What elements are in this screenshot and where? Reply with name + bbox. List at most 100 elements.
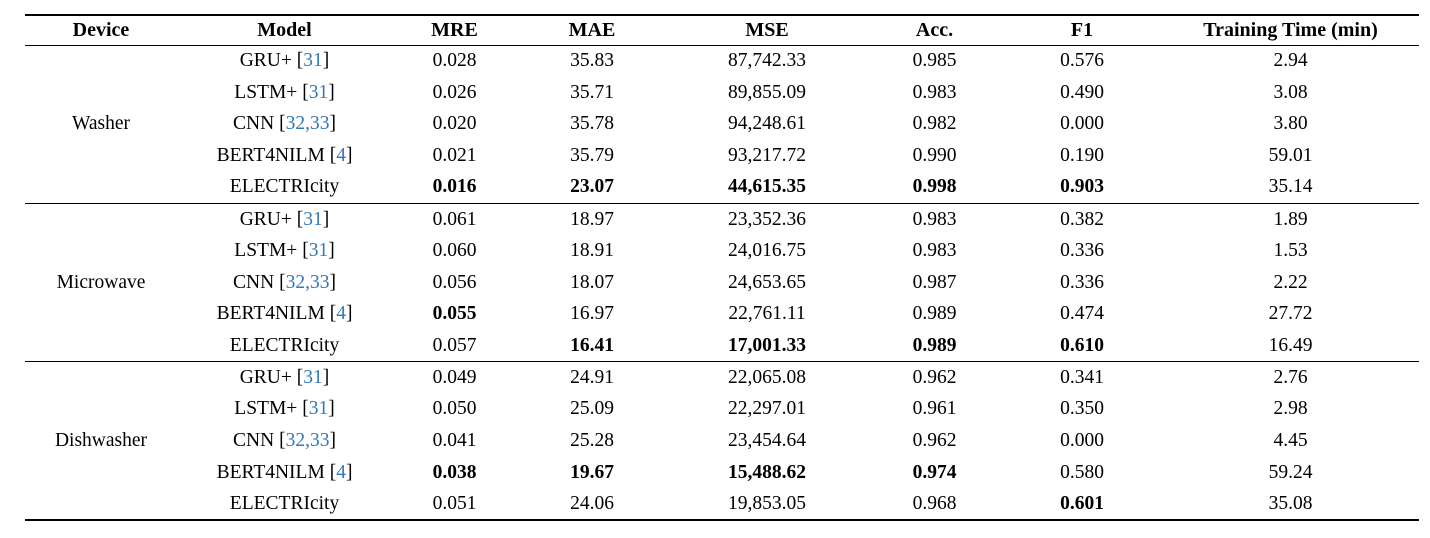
header-row: Device Model MRE MAE MSE Acc. F1 Trainin… (25, 15, 1419, 45)
metric-mre: 0.028 (432, 50, 477, 72)
model-name: CNN [32,33] (233, 113, 336, 135)
metric-mre: 0.020 (432, 113, 477, 135)
metric-mse: 24,653.65 (728, 271, 806, 293)
results-table: Device Model MRE MAE MSE Acc. F1 Trainin… (25, 14, 1419, 522)
metric-mse: 89,855.09 (728, 81, 806, 103)
results-table-container: Device Model MRE MAE MSE Acc. F1 Trainin… (25, 14, 1419, 522)
metric-f1: 0.350 (1060, 398, 1104, 420)
model-name: ELECTRIcity (229, 176, 340, 198)
citation-link[interactable]: 31 (303, 208, 323, 230)
device-section-dishwasher: Dishwasher GRU+ [31] 0.049 24.91 22,065.08 0.… (25, 361, 1419, 521)
metric-mre: 0.060 (432, 239, 477, 261)
metric-mre: 0.057 (432, 334, 477, 356)
column-header-training-time: Training Time (min) (1203, 18, 1378, 41)
metric-f1: 0.576 (1060, 50, 1104, 72)
citation-link[interactable]: 31 (308, 239, 329, 261)
device-label: Dishwasher (54, 429, 148, 451)
device-section-washer: Washer GRU+ [31] 0.028 35.83 87,742.33 0.985 0… (25, 45, 1419, 203)
metric-mre: 0.049 (432, 366, 477, 388)
metric-mse: 17,001.33 (728, 334, 806, 356)
citation-link[interactable]: 31 (303, 366, 323, 388)
metric-time: 16.49 (1268, 334, 1313, 356)
metric-mse: 19,853.05 (728, 492, 806, 514)
metric-mae: 25.28 (570, 430, 614, 452)
model-name: BERT4NILM [4] (216, 461, 353, 483)
metric-f1: 0.190 (1060, 144, 1104, 166)
metric-time: 3.80 (1273, 113, 1308, 135)
metric-mae: 18.97 (570, 208, 614, 230)
citation-link[interactable]: 4 (336, 144, 346, 166)
metric-acc: 0.962 (912, 366, 957, 388)
citation-link[interactable]: 31 (303, 50, 323, 72)
metric-acc: 0.983 (912, 208, 957, 230)
metric-mre: 0.055 (432, 303, 477, 325)
metric-acc: 0.983 (912, 81, 957, 103)
metric-mse: 44,615.35 (728, 176, 806, 198)
metric-mse: 23,352.36 (728, 208, 806, 230)
metric-f1: 0.336 (1060, 239, 1104, 261)
model-name: CNN [32,33] (233, 430, 336, 452)
metric-acc: 0.974 (912, 461, 957, 483)
metric-f1: 0.601 (1060, 492, 1104, 514)
column-header-mre: MRE (431, 18, 478, 41)
table-header: Device Model MRE MAE MSE Acc. F1 Trainin… (25, 15, 1419, 45)
table-row: ELECTRIcity 0.057 16.41 17,001.33 0.989 0.610… (25, 330, 1419, 362)
metric-mae: 35.83 (570, 50, 614, 72)
metric-mre: 0.061 (432, 208, 477, 230)
model-name: GRU+ [31] (239, 208, 330, 230)
metric-time: 1.89 (1273, 208, 1308, 230)
metric-acc: 0.998 (912, 176, 957, 198)
column-header-model: Model (257, 18, 312, 41)
metric-mae: 35.78 (570, 113, 614, 135)
table-row: CNN [32,33] 0.056 18.07 24,653.65 0.987 0.336… (25, 267, 1419, 299)
metric-mae: 23.07 (570, 176, 614, 198)
metric-mse: 22,065.08 (728, 366, 806, 388)
metric-mre: 0.050 (432, 398, 477, 420)
metric-mae: 35.79 (570, 144, 614, 166)
metric-mre: 0.051 (432, 492, 477, 514)
metric-mse: 24,016.75 (728, 239, 806, 261)
table-row: BERT4NILM [4] 0.055 16.97 22,761.11 0.989 0.4… (25, 299, 1419, 331)
model-name: LSTM+ [31] (234, 239, 335, 261)
citation-link[interactable]: 31 (308, 81, 329, 103)
table-row: BERT4NILM [4] 0.038 19.67 15,488.62 0.974 0.5… (25, 457, 1419, 489)
device-section-microwave: Microwave GRU+ [31] 0.061 18.97 23,352.36 0.9… (25, 203, 1419, 361)
model-name: LSTM+ [31] (234, 398, 335, 420)
metric-mae: 24.91 (570, 366, 614, 388)
metric-mse: 87,742.33 (728, 50, 806, 72)
metric-mse: 22,297.01 (728, 398, 806, 420)
metric-mae: 25.09 (570, 398, 614, 420)
citation-link[interactable]: 32,33 (285, 430, 330, 452)
device-label: Microwave (56, 271, 146, 293)
table-row: Washer GRU+ [31] 0.028 35.83 87,742.33 0.985 0… (25, 45, 1419, 134)
model-name: ELECTRIcity (229, 492, 340, 514)
metric-mae: 16.41 (570, 334, 614, 356)
citation-link[interactable]: 32,33 (285, 113, 330, 135)
metric-f1: 0.000 (1060, 113, 1104, 135)
table-row: CNN [32,33] 0.020 35.78 94,248.61 0.982 0.000… (25, 108, 1419, 140)
citation-link[interactable]: 32,33 (285, 271, 330, 293)
model-name: CNN [32,33] (233, 271, 336, 293)
metric-f1: 0.336 (1060, 271, 1104, 293)
metric-mae: 18.07 (570, 271, 614, 293)
metric-mre: 0.016 (432, 176, 477, 198)
table-row: CNN [32,33] 0.041 25.28 23,454.64 0.962 0.000… (25, 425, 1419, 457)
metric-f1: 0.382 (1060, 208, 1104, 230)
metric-acc: 0.961 (912, 398, 957, 420)
metric-acc: 0.989 (912, 334, 957, 356)
column-header-mae: MAE (568, 18, 616, 41)
citation-link[interactable]: 31 (308, 398, 329, 420)
table-row: LSTM+ [31] 0.060 18.91 24,016.75 0.983 0.336 1… (25, 235, 1419, 267)
table-row: ELECTRIcity 0.051 24.06 19,853.05 0.968 0.601… (25, 489, 1419, 521)
citation-link[interactable]: 4 (336, 303, 346, 325)
citation-link[interactable]: 4 (336, 461, 346, 483)
table-row: BERT4NILM [4] 0.021 35.79 93,217.72 0.990 0.1… (25, 140, 1419, 172)
metric-time: 2.98 (1273, 398, 1308, 420)
metric-mse: 15,488.62 (728, 461, 806, 483)
metric-time: 2.76 (1273, 366, 1308, 388)
metric-f1: 0.610 (1060, 334, 1104, 356)
metric-mre: 0.038 (432, 461, 477, 483)
table-row: ELECTRIcity 0.016 23.07 44,615.35 0.998 0.903… (25, 172, 1419, 204)
metric-mre: 0.056 (432, 271, 477, 293)
metric-mse: 94,248.61 (728, 113, 806, 135)
